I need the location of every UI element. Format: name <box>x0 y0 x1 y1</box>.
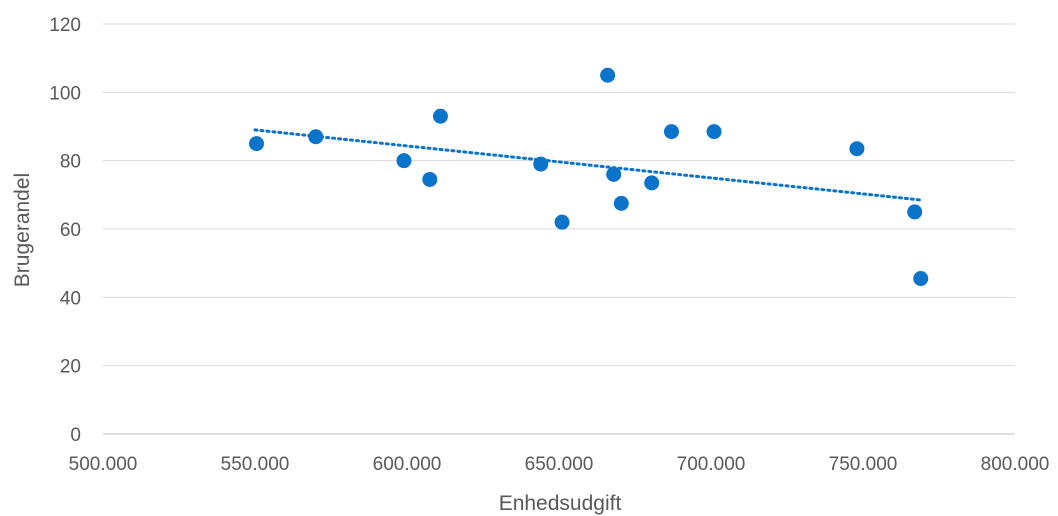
data-point <box>432 108 448 124</box>
y-axis-title: Brugerandel <box>11 173 34 287</box>
data-point <box>663 124 679 140</box>
x-tick-label: 750.000 <box>829 454 898 475</box>
data-point <box>849 141 865 157</box>
y-tick-label: 120 <box>49 15 81 36</box>
data-points <box>249 67 929 287</box>
x-tick-label: 500.000 <box>69 454 138 475</box>
y-tick-label: 60 <box>60 220 81 241</box>
y-tick-label: 20 <box>60 357 81 378</box>
data-point <box>706 124 722 140</box>
y-tick-label: 40 <box>60 288 81 309</box>
data-point <box>396 153 412 169</box>
data-point <box>644 175 660 191</box>
data-point <box>554 214 570 230</box>
x-tick-label: 650.000 <box>525 454 594 475</box>
data-point <box>422 171 438 187</box>
y-tick-labels: 0 20 40 60 80 100 120 <box>49 15 81 446</box>
y-tick-label: 80 <box>60 152 81 173</box>
x-tick-label: 800.000 <box>981 454 1050 475</box>
trendline <box>253 128 923 202</box>
y-tick-label: 100 <box>49 83 81 104</box>
x-tick-labels: 500.000 550.000 600.000 650.000 700.000 750.0… <box>69 454 1050 475</box>
data-point <box>308 129 324 145</box>
data-point <box>533 156 549 172</box>
trendline-layer <box>253 128 923 202</box>
data-point <box>606 166 622 182</box>
x-tick-label: 700.000 <box>677 454 746 475</box>
data-point <box>600 67 616 83</box>
data-point <box>907 204 923 220</box>
y-tick-label: 0 <box>70 425 81 446</box>
x-tick-label: 550.000 <box>221 454 290 475</box>
x-tick-label: 600.000 <box>373 454 442 475</box>
data-point <box>613 195 629 211</box>
x-axis-title: Enhedsudgift <box>499 492 622 515</box>
data-point <box>913 271 929 287</box>
data-point <box>249 136 265 152</box>
